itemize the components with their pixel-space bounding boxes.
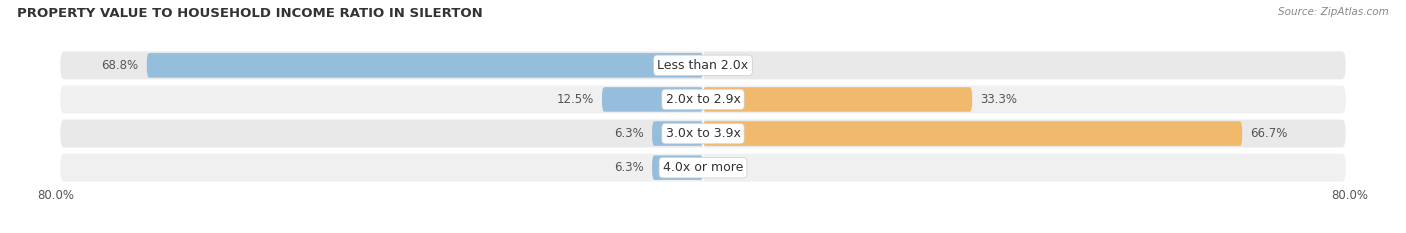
Text: 4.0x or more: 4.0x or more xyxy=(662,161,744,174)
FancyBboxPatch shape xyxy=(60,86,1346,113)
FancyBboxPatch shape xyxy=(602,87,703,112)
Text: PROPERTY VALUE TO HOUSEHOLD INCOME RATIO IN SILERTON: PROPERTY VALUE TO HOUSEHOLD INCOME RATIO… xyxy=(17,7,482,20)
Text: 2.0x to 2.9x: 2.0x to 2.9x xyxy=(665,93,741,106)
Text: 6.3%: 6.3% xyxy=(614,127,644,140)
Text: 0.0%: 0.0% xyxy=(716,161,745,174)
FancyBboxPatch shape xyxy=(146,53,703,78)
Text: 68.8%: 68.8% xyxy=(101,59,139,72)
FancyBboxPatch shape xyxy=(60,154,1346,182)
FancyBboxPatch shape xyxy=(652,121,703,146)
Text: Source: ZipAtlas.com: Source: ZipAtlas.com xyxy=(1278,7,1389,17)
Text: 33.3%: 33.3% xyxy=(980,93,1018,106)
FancyBboxPatch shape xyxy=(652,155,703,180)
FancyBboxPatch shape xyxy=(703,87,972,112)
Text: Less than 2.0x: Less than 2.0x xyxy=(658,59,748,72)
Text: 6.3%: 6.3% xyxy=(614,161,644,174)
Text: 66.7%: 66.7% xyxy=(1250,127,1288,140)
FancyBboxPatch shape xyxy=(60,120,1346,147)
FancyBboxPatch shape xyxy=(703,121,1243,146)
Text: 3.0x to 3.9x: 3.0x to 3.9x xyxy=(665,127,741,140)
Text: 0.0%: 0.0% xyxy=(716,59,745,72)
Text: 12.5%: 12.5% xyxy=(557,93,593,106)
FancyBboxPatch shape xyxy=(60,51,1346,79)
